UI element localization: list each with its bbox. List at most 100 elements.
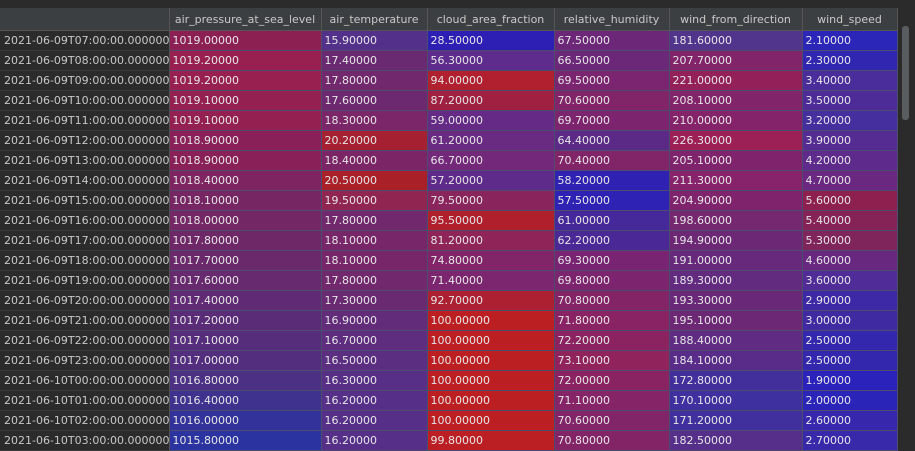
table-cell[interactable]: 191.00000 <box>669 250 803 271</box>
table-cell[interactable]: 16.90000 <box>321 310 428 331</box>
table-cell[interactable]: 193.30000 <box>669 290 803 311</box>
table-cell[interactable]: 18.10000 <box>321 250 428 271</box>
table-cell[interactable]: 70.40000 <box>554 150 670 171</box>
table-cell[interactable]: 2.90000 <box>802 290 898 311</box>
table-cell[interactable]: 16.30000 <box>321 370 428 391</box>
table-cell[interactable]: 221.00000 <box>669 70 803 91</box>
table-cell[interactable]: 57.20000 <box>427 170 555 191</box>
table-row[interactable]: 2021-06-09T16:00:00.0000000001018.000001… <box>0 210 898 231</box>
column-header-index[interactable] <box>0 8 170 31</box>
table-cell[interactable]: 1015.80000 <box>169 430 322 451</box>
table-cell[interactable]: 28.50000 <box>427 30 555 51</box>
table-row[interactable]: 2021-06-09T21:00:00.0000000001017.200001… <box>0 310 898 331</box>
table-cell[interactable]: 1017.60000 <box>169 270 322 291</box>
table-cell[interactable]: 226.30000 <box>669 130 803 151</box>
table-cell[interactable]: 94.00000 <box>427 70 555 91</box>
table-cell[interactable]: 73.10000 <box>554 350 670 371</box>
table-cell[interactable]: 95.50000 <box>427 210 555 231</box>
table-cell[interactable]: 1017.20000 <box>169 310 322 331</box>
table-row[interactable]: 2021-06-09T15:00:00.0000000001018.100001… <box>0 190 898 211</box>
table-cell[interactable]: 16.70000 <box>321 330 428 351</box>
table-cell[interactable]: 17.60000 <box>321 90 428 111</box>
table-cell[interactable]: 17.80000 <box>321 270 428 291</box>
table-row[interactable]: 2021-06-09T13:00:00.0000000001018.900001… <box>0 150 898 171</box>
table-cell[interactable]: 99.80000 <box>427 430 555 451</box>
table-cell[interactable]: 1018.90000 <box>169 150 322 171</box>
table-cell[interactable]: 71.40000 <box>427 270 555 291</box>
table-cell[interactable]: 210.00000 <box>669 110 803 131</box>
table-cell[interactable]: 74.80000 <box>427 250 555 271</box>
table-cell[interactable]: 70.80000 <box>554 430 670 451</box>
table-cell[interactable]: 1018.90000 <box>169 130 322 151</box>
table-cell[interactable]: 1019.10000 <box>169 90 322 111</box>
table-cell[interactable]: 20.20000 <box>321 130 428 151</box>
table-cell[interactable]: 16.20000 <box>321 410 428 431</box>
table-cell[interactable]: 1017.10000 <box>169 330 322 351</box>
table-cell[interactable]: 2.50000 <box>802 350 898 371</box>
table-cell[interactable]: 2.70000 <box>802 430 898 451</box>
table-cell[interactable]: 3.60000 <box>802 270 898 291</box>
table-cell[interactable]: 3.50000 <box>802 90 898 111</box>
table-cell[interactable]: 2.30000 <box>802 50 898 71</box>
table-cell[interactable]: 1.90000 <box>802 370 898 391</box>
table-cell[interactable]: 66.70000 <box>427 150 555 171</box>
table-cell[interactable]: 4.70000 <box>802 170 898 191</box>
table-cell[interactable]: 1019.20000 <box>169 50 322 71</box>
column-header-wind-speed[interactable]: wind_speed <box>802 8 898 31</box>
table-cell[interactable]: 72.00000 <box>554 370 670 391</box>
table-cell[interactable]: 2.60000 <box>802 410 898 431</box>
table-cell[interactable]: 18.40000 <box>321 150 428 171</box>
table-cell[interactable]: 4.20000 <box>802 150 898 171</box>
table-row[interactable]: 2021-06-09T23:00:00.0000000001017.000001… <box>0 350 898 371</box>
table-cell[interactable]: 188.40000 <box>669 330 803 351</box>
table-cell[interactable]: 72.20000 <box>554 330 670 351</box>
column-header-cloud-area-fraction[interactable]: cloud_area_fraction <box>427 8 555 31</box>
vertical-scrollbar[interactable] <box>898 0 915 449</box>
table-cell[interactable]: 15.90000 <box>321 30 428 51</box>
table-cell[interactable]: 69.50000 <box>554 70 670 91</box>
table-cell[interactable]: 100.00000 <box>427 390 555 411</box>
table-cell[interactable]: 67.50000 <box>554 30 670 51</box>
table-cell[interactable]: 17.80000 <box>321 210 428 231</box>
table-cell[interactable]: 71.10000 <box>554 390 670 411</box>
column-header-relative-humidity[interactable]: relative_humidity <box>554 8 670 31</box>
table-cell[interactable]: 3.40000 <box>802 70 898 91</box>
table-cell[interactable]: 198.60000 <box>669 210 803 231</box>
table-cell[interactable]: 70.60000 <box>554 90 670 111</box>
column-header-wind-from-direction[interactable]: wind_from_direction <box>669 8 803 31</box>
table-row[interactable]: 2021-06-09T17:00:00.0000000001017.800001… <box>0 230 898 251</box>
table-cell[interactable]: 1018.40000 <box>169 170 322 191</box>
table-cell[interactable]: 195.10000 <box>669 310 803 331</box>
table-cell[interactable]: 16.20000 <box>321 430 428 451</box>
table-cell[interactable]: 181.60000 <box>669 30 803 51</box>
table-cell[interactable]: 1018.10000 <box>169 190 322 211</box>
table-cell[interactable]: 66.50000 <box>554 50 670 71</box>
table-row[interactable]: 2021-06-10T02:00:00.0000000001016.000001… <box>0 410 898 431</box>
column-header-air-pressure[interactable]: air_pressure_at_sea_level <box>169 8 322 31</box>
table-cell[interactable]: 204.90000 <box>669 190 803 211</box>
table-cell[interactable]: 3.90000 <box>802 130 898 151</box>
table-cell[interactable]: 1019.20000 <box>169 70 322 91</box>
table-row[interactable]: 2021-06-09T08:00:00.0000000001019.200001… <box>0 50 898 71</box>
table-cell[interactable]: 207.70000 <box>669 50 803 71</box>
table-cell[interactable]: 19.50000 <box>321 190 428 211</box>
table-cell[interactable]: 69.70000 <box>554 110 670 131</box>
table-cell[interactable]: 16.50000 <box>321 350 428 371</box>
table-cell[interactable]: 1017.40000 <box>169 290 322 311</box>
table-cell[interactable]: 58.20000 <box>554 170 670 191</box>
table-cell[interactable]: 87.20000 <box>427 90 555 111</box>
scrollbar-thumb[interactable] <box>902 26 909 120</box>
table-cell[interactable]: 5.40000 <box>802 210 898 231</box>
table-cell[interactable]: 16.20000 <box>321 390 428 411</box>
table-cell[interactable]: 59.00000 <box>427 110 555 131</box>
table-cell[interactable]: 1017.70000 <box>169 250 322 271</box>
table-cell[interactable]: 69.80000 <box>554 270 670 291</box>
table-cell[interactable]: 3.20000 <box>802 110 898 131</box>
table-cell[interactable]: 79.50000 <box>427 190 555 211</box>
table-cell[interactable]: 171.20000 <box>669 410 803 431</box>
table-cell[interactable]: 1019.00000 <box>169 30 322 51</box>
table-cell[interactable]: 1018.00000 <box>169 210 322 231</box>
table-row[interactable]: 2021-06-10T00:00:00.0000000001016.800001… <box>0 370 898 391</box>
table-cell[interactable]: 3.00000 <box>802 310 898 331</box>
table-cell[interactable]: 17.40000 <box>321 50 428 71</box>
